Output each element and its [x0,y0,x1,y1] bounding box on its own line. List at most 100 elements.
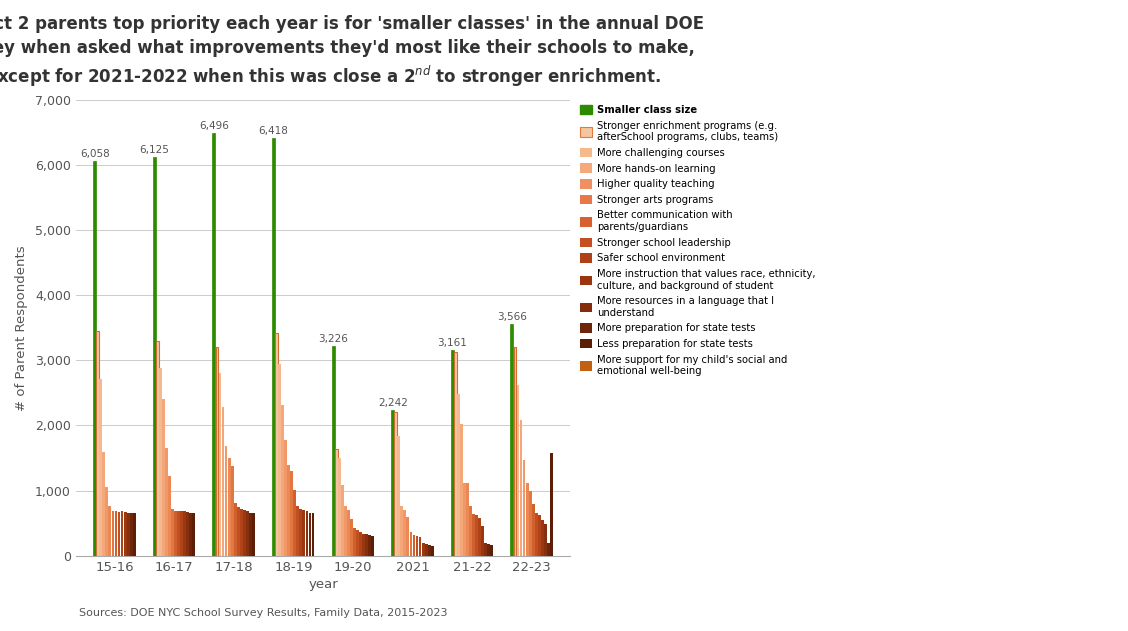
Bar [94,161,96,556]
Bar [453,352,457,556]
Text: 6,496: 6,496 [199,121,229,131]
Bar [237,507,239,556]
Text: 6,125: 6,125 [140,145,169,155]
Bar [395,413,397,556]
Bar [171,509,174,556]
Bar [428,545,431,556]
Bar [272,138,275,556]
Bar [341,485,344,556]
Bar [299,509,302,556]
Bar [130,513,133,556]
Bar [337,458,341,556]
Bar [288,464,290,556]
Text: 3,566: 3,566 [497,312,527,322]
Bar [460,423,462,556]
Bar [284,440,288,556]
Bar [491,545,493,556]
Bar [115,512,117,556]
Text: 3,161: 3,161 [438,338,467,348]
Bar [121,512,123,556]
Bar [529,492,531,556]
Bar [362,534,365,556]
Bar [418,538,422,556]
Bar [212,133,215,556]
Bar [544,524,547,556]
Bar [469,505,472,556]
Bar [540,520,544,556]
Bar [451,350,453,556]
Bar [117,512,121,556]
Bar [478,518,481,556]
Bar [311,514,315,556]
Bar [344,506,346,556]
Bar [302,510,306,556]
Bar [231,466,233,556]
Bar [484,543,487,556]
Bar [124,512,126,556]
Bar [252,514,255,556]
Bar [400,506,403,556]
Bar [365,534,368,556]
Bar [99,379,103,556]
Bar [177,511,180,556]
Bar [246,512,249,556]
Bar [406,517,409,556]
Bar [475,516,478,556]
Bar [103,452,105,556]
Bar [293,490,297,556]
Bar [275,333,277,556]
Bar [228,458,230,556]
Title: District 2 parents top priority each year is for 'smaller classes' in the annual: District 2 parents top priority each yea… [0,15,704,90]
Bar [431,546,433,556]
Bar [133,513,135,556]
Bar [243,510,246,556]
Bar [306,512,308,556]
Bar [174,511,177,556]
Bar [391,410,394,556]
Bar [520,420,522,556]
Bar [466,483,469,556]
Legend: Smaller class size, Stronger enrichment programs (e.g.
afterSchool programs, clu: Smaller class size, Stronger enrichment … [581,105,816,376]
Text: 6,058: 6,058 [80,150,109,159]
Text: 3,226: 3,226 [318,334,349,344]
Bar [233,503,237,556]
Bar [356,530,359,556]
Y-axis label: # of Parent Respondents: # of Parent Respondents [15,245,28,411]
Bar [96,331,99,556]
Bar [397,436,400,556]
Bar [193,514,195,556]
Bar [224,446,228,556]
Bar [462,483,466,556]
Bar [413,535,415,556]
Bar [457,394,460,556]
Text: 6,418: 6,418 [258,126,289,136]
Bar [108,506,112,556]
Bar [511,324,513,556]
Bar [219,374,221,556]
Bar [180,511,183,556]
Bar [404,510,406,556]
Bar [186,512,190,556]
Bar [547,543,549,556]
Bar [190,513,192,556]
Bar [531,504,535,556]
Bar [332,346,335,556]
Bar [535,514,538,556]
Bar [347,510,350,556]
Bar [350,519,353,556]
Bar [112,512,114,556]
Bar [126,513,130,556]
Text: 2,242: 2,242 [378,398,407,408]
Bar [168,476,171,556]
Bar [156,341,159,556]
Bar [422,543,424,556]
Bar [538,516,540,556]
Bar [409,533,413,556]
Bar [279,363,281,556]
Bar [159,368,161,556]
Bar [473,514,475,556]
Bar [153,157,156,556]
Bar [215,347,219,556]
Bar [359,533,362,556]
Bar [249,513,252,556]
